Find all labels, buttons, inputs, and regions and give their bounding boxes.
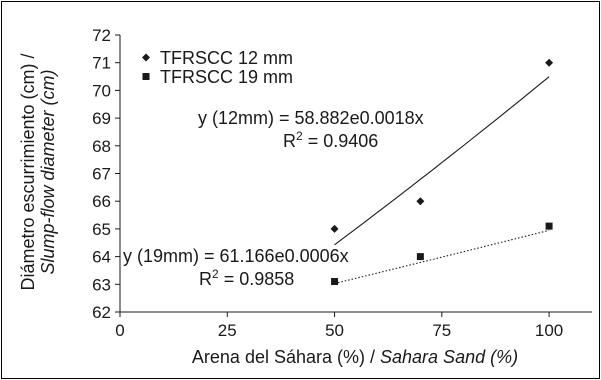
r2-12mm: R2 = 0.9406 bbox=[283, 129, 378, 151]
y-tick-label: 64 bbox=[92, 248, 111, 267]
y-tick-label: 66 bbox=[92, 192, 111, 211]
point-12mm bbox=[545, 58, 554, 67]
x-axis-title-main: Arena del Sáhara (%) / bbox=[192, 347, 380, 367]
point-19mm bbox=[331, 278, 339, 286]
x-axis-title: Arena del Sáhara (%) / Sahara Sand (%) bbox=[192, 347, 518, 367]
point-19mm bbox=[545, 222, 553, 230]
r2-19mm: R2 = 0.9858 bbox=[199, 267, 294, 289]
equation-19mm: y (19mm) = 61.166e0.0006x bbox=[123, 246, 349, 266]
r2-19mm-value: = 0.9858 bbox=[219, 269, 295, 289]
trendline-12mm bbox=[334, 76, 550, 246]
y-axis-title-italic: Slump-flow diameter (cm) bbox=[38, 69, 58, 274]
r2-12mm-sup: 2 bbox=[296, 129, 303, 143]
y-axis-title: Diámetro escurrimiento (cm) / Slump-flow… bbox=[18, 53, 58, 290]
legend-marker-diamond bbox=[142, 53, 150, 62]
point-12mm bbox=[416, 197, 425, 206]
y-tick-label: 62 bbox=[92, 303, 111, 322]
x-axis-title-italic: Sahara Sand (%) bbox=[380, 347, 518, 367]
x-tick-label: 50 bbox=[325, 321, 344, 340]
r2-12mm-value: = 0.9406 bbox=[303, 131, 379, 151]
y-tick-label: 72 bbox=[92, 26, 111, 45]
legend-marker-square bbox=[142, 73, 150, 80]
y-tick-label: 67 bbox=[92, 165, 111, 184]
y-tick-label: 65 bbox=[92, 220, 111, 239]
x-tick-label: 100 bbox=[535, 321, 563, 340]
trendlines bbox=[334, 76, 550, 285]
point-19mm bbox=[416, 253, 424, 261]
x-tick-label: 75 bbox=[432, 321, 451, 340]
data-points bbox=[330, 58, 554, 286]
trendline-19mm bbox=[334, 229, 550, 285]
y-tick-label: 69 bbox=[92, 109, 111, 128]
y-tick-label: 68 bbox=[92, 137, 111, 156]
r2-19mm-sup: 2 bbox=[212, 267, 219, 281]
legend-label-19mm: TFRSCC 19 mm bbox=[160, 67, 293, 87]
r2-19mm-prefix: R bbox=[199, 269, 212, 289]
equation-12mm: y (12mm) = 58.882e0.0018x bbox=[198, 108, 424, 128]
r2-12mm-prefix: R bbox=[283, 131, 296, 151]
point-12mm bbox=[330, 224, 339, 233]
y-tick-label: 71 bbox=[92, 54, 111, 73]
y-tick-label: 63 bbox=[92, 275, 111, 294]
x-tick-label: 0 bbox=[115, 321, 124, 340]
legend: TFRSCC 12 mm TFRSCC 19 mm bbox=[142, 48, 293, 87]
y-tick-label: 70 bbox=[92, 81, 111, 100]
x-tick-label: 25 bbox=[218, 321, 237, 340]
legend-label-12mm: TFRSCC 12 mm bbox=[160, 48, 293, 68]
y-axis-title-main: Diámetro escurrimiento (cm) / bbox=[18, 53, 38, 290]
ticks: 62 63 64 65 66 67 68 69 70 71 72 0 25 50 75 100 bbox=[92, 26, 563, 340]
trendline-equations: y (12mm) = 58.882e0.0018x R2 = 0.9406 y … bbox=[123, 108, 424, 289]
